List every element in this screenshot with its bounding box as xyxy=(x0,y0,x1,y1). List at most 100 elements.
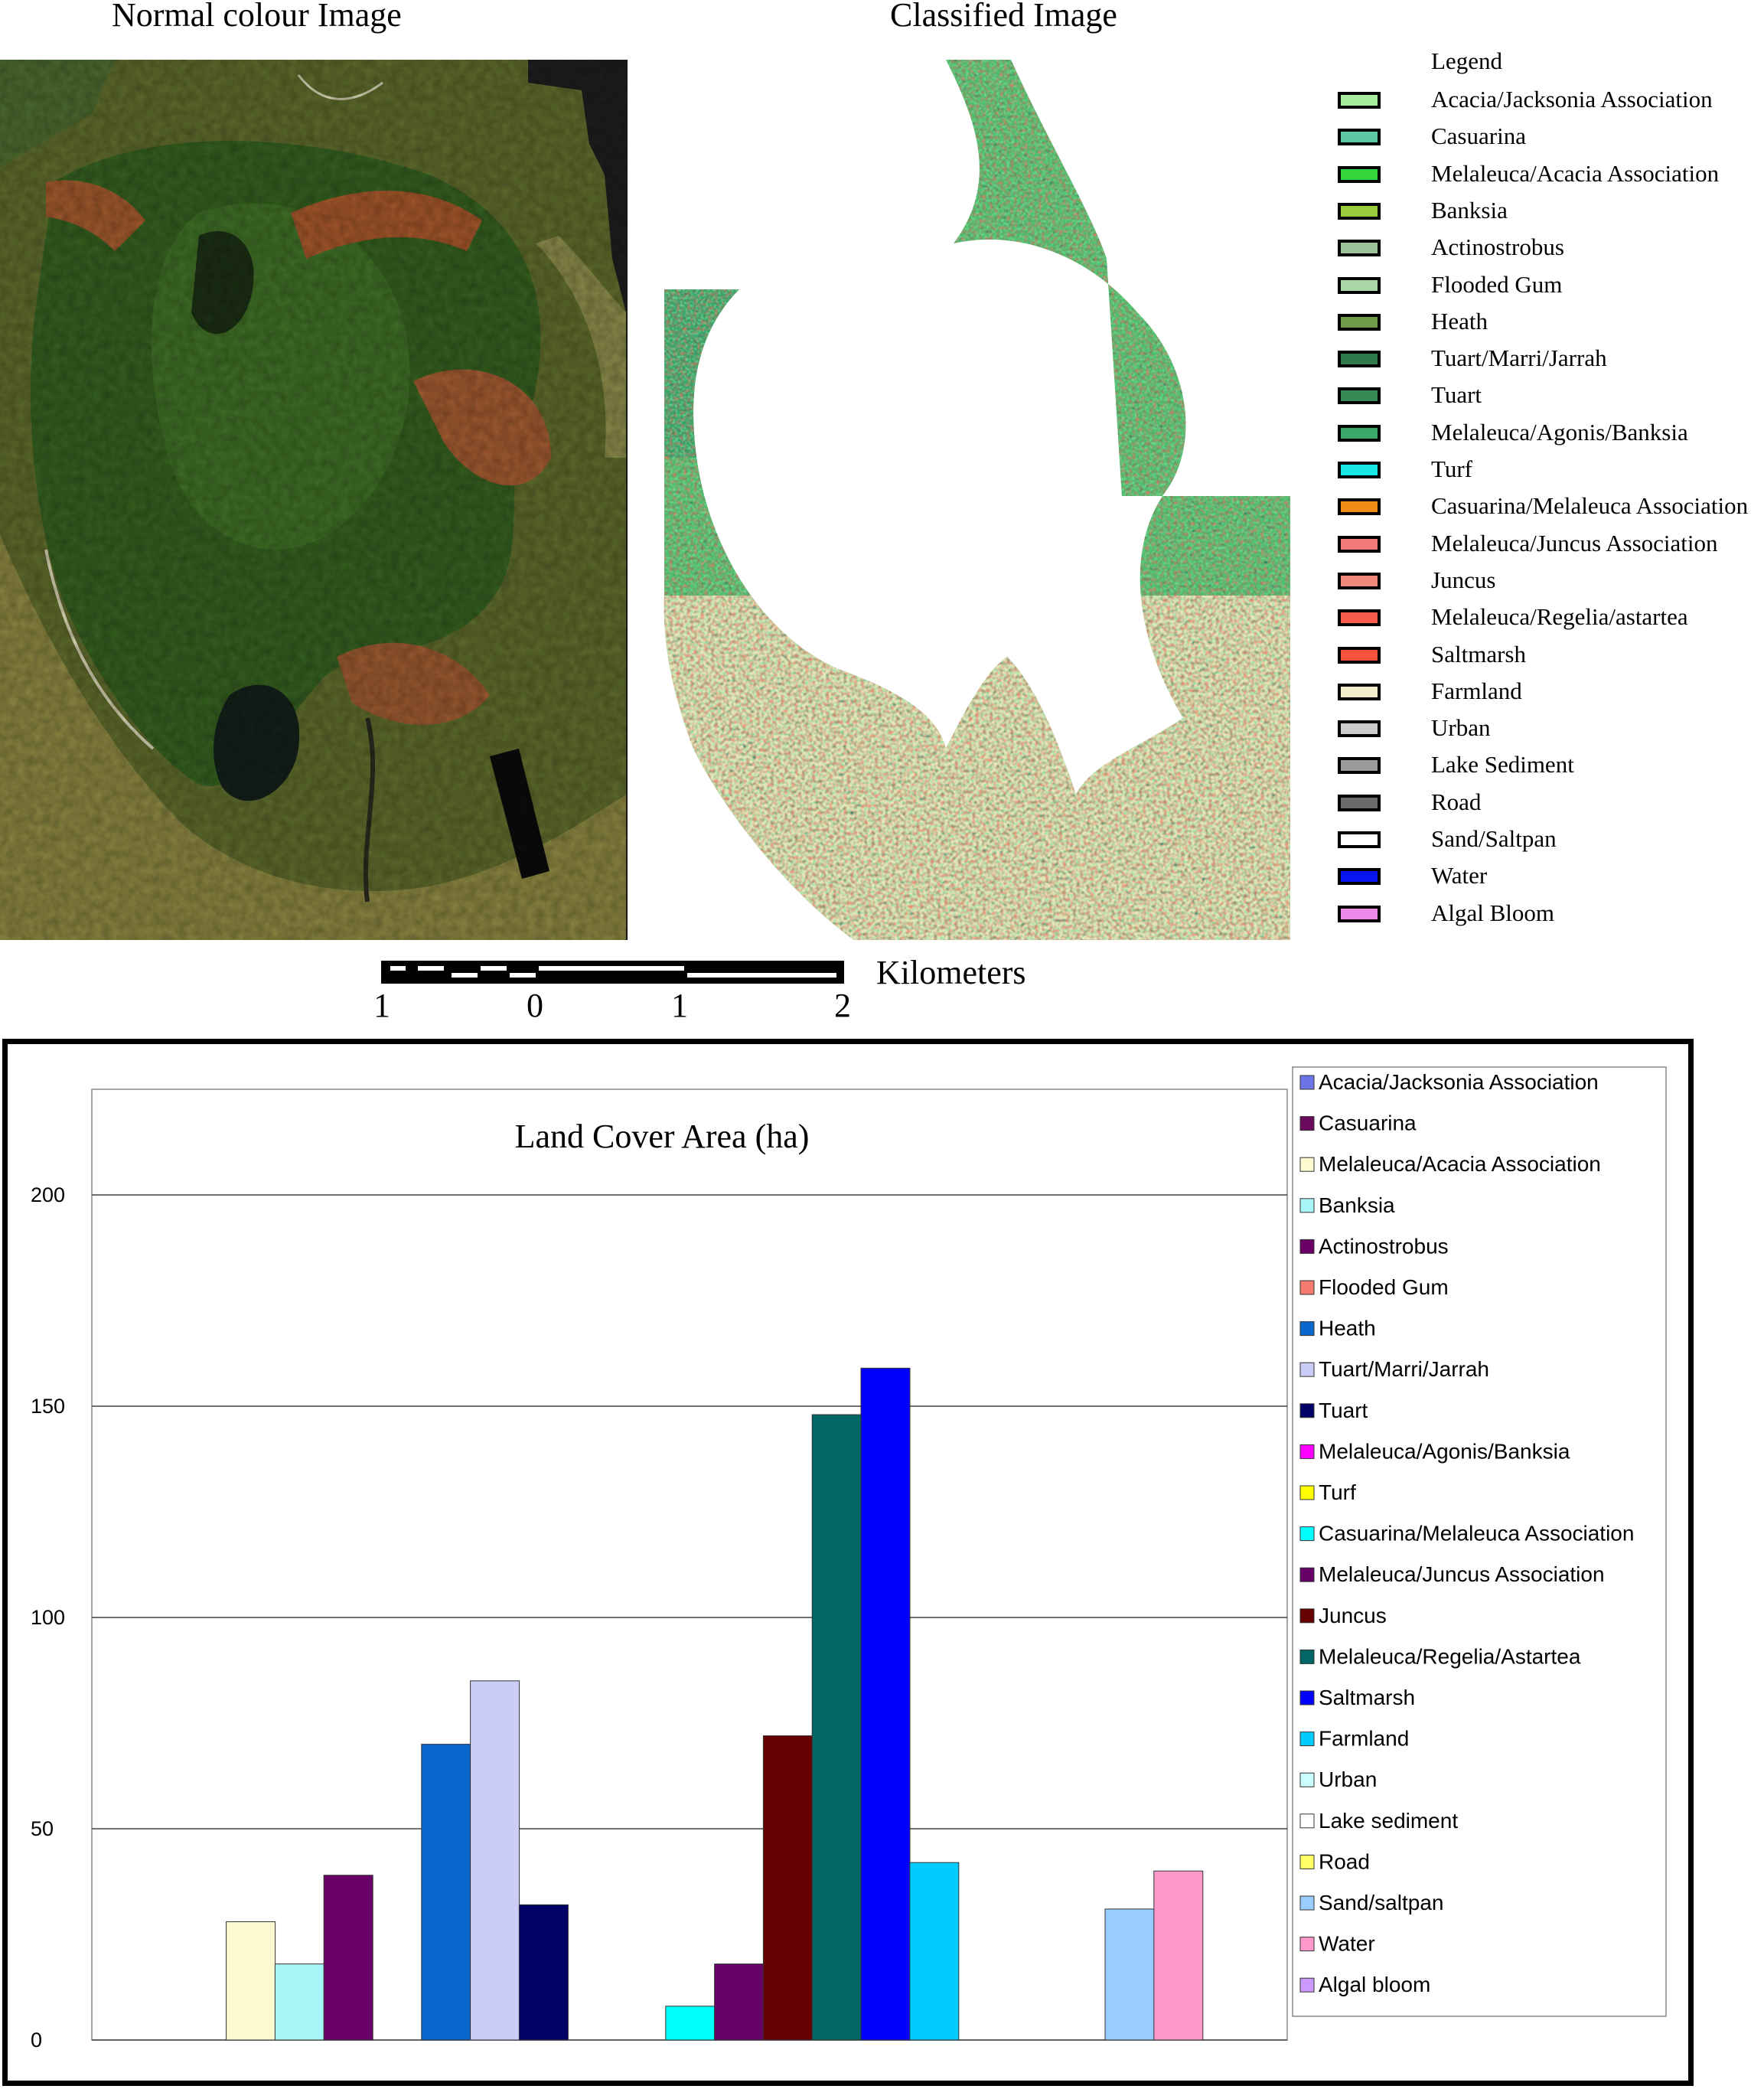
chart-legend-swatch xyxy=(1299,1649,1315,1664)
chart-legend-label: Melaleuca/Regelia/Astartea xyxy=(1319,1644,1581,1668)
chart-legend-label: Road xyxy=(1319,1849,1370,1873)
scale-unit: Kilometers xyxy=(876,954,1026,991)
bar xyxy=(665,2006,716,2041)
land-cover-chart: 0 50 100 150 200 Land Cover Area (ha) Acacia/J… xyxy=(2,1039,1694,2086)
bar xyxy=(909,1862,960,2041)
bar xyxy=(762,1735,813,2041)
y-tick-label: 50 xyxy=(31,1817,54,1840)
chart-legend-swatch xyxy=(1299,1690,1315,1705)
legend-label: Acacia/Jacksonia Association xyxy=(1431,86,1713,113)
legend-swatch xyxy=(1338,276,1381,294)
y-tick-label: 100 xyxy=(31,1606,65,1629)
legend-swatch xyxy=(1338,240,1381,257)
chart-legend-swatch xyxy=(1299,1075,1315,1090)
bar xyxy=(226,1921,276,2041)
classified-image-title: Classified Image xyxy=(890,0,1117,34)
chart-legend-label: Turf xyxy=(1319,1480,1356,1504)
normal-image-title: Normal colour Image xyxy=(112,0,402,34)
scale-tick-0: 0 xyxy=(527,987,543,1024)
bar xyxy=(470,1680,520,2041)
legend-label: Melaleuca/Juncus Association xyxy=(1431,529,1718,557)
bar xyxy=(1153,1870,1204,2041)
normal-colour-image xyxy=(0,60,628,940)
legend-swatch xyxy=(1338,129,1381,146)
chart-legend-label: Melaleuca/Acacia Association xyxy=(1319,1152,1601,1176)
legend-swatch xyxy=(1338,202,1381,220)
chart-legend-swatch xyxy=(1299,1772,1315,1787)
chart-legend-label: Saltmarsh xyxy=(1319,1686,1415,1709)
chart-legend-label: Tuart/Marri/Jarrah xyxy=(1319,1357,1489,1381)
chart-legend-label: Actinostrobus xyxy=(1319,1234,1449,1258)
legend-label: Lake Sediment xyxy=(1431,751,1574,778)
bar xyxy=(274,1963,324,2041)
legend-swatch xyxy=(1338,498,1381,516)
chart-legend-label: Farmland xyxy=(1319,1727,1409,1751)
chart-legend-label: Algal bloom xyxy=(1319,1973,1430,1996)
legend-label: Sand/Saltpan xyxy=(1431,825,1557,852)
chart-legend-box xyxy=(1292,1066,1667,2017)
legend-swatch xyxy=(1338,387,1381,405)
chart-legend-label: Casuarina xyxy=(1319,1111,1417,1135)
legend-swatch xyxy=(1338,720,1381,738)
chart-legend-swatch xyxy=(1299,1403,1315,1418)
legend-swatch xyxy=(1338,905,1381,922)
chart-legend-swatch xyxy=(1299,1321,1315,1337)
legend-label: Casuarina xyxy=(1431,122,1526,150)
chart-legend-label: Juncus xyxy=(1319,1604,1387,1627)
legend-swatch xyxy=(1338,92,1381,109)
chart-legend-label: Banksia xyxy=(1319,1193,1395,1217)
classified-image xyxy=(663,60,1290,940)
chart-legend-label: Heath xyxy=(1319,1317,1376,1340)
legend-label: Turf xyxy=(1431,455,1472,482)
chart-title: Land Cover Area (ha) xyxy=(515,1118,810,1155)
chart-legend-swatch xyxy=(1299,1937,1315,1952)
legend-label: Tuart/Marri/Jarrah xyxy=(1431,344,1607,372)
legend-swatch xyxy=(1338,462,1381,478)
bar xyxy=(518,1904,569,2041)
legend-swatch xyxy=(1338,572,1381,589)
chart-legend-swatch xyxy=(1299,1280,1315,1295)
chart-legend-label: Melaleuca/Agonis/Banksia xyxy=(1319,1439,1570,1463)
chart-legend-swatch xyxy=(1299,1608,1315,1624)
chart-legend-swatch xyxy=(1299,1526,1315,1542)
legend-swatch xyxy=(1338,868,1381,886)
chart-legend-label: Tuart xyxy=(1319,1399,1368,1422)
chart-legend-label: Casuarina/Melaleuca Association xyxy=(1319,1522,1634,1546)
chart-legend-swatch xyxy=(1299,1198,1315,1213)
y-tick-label: 0 xyxy=(31,2029,42,2051)
bar xyxy=(1104,1908,1155,2041)
y-tick-label: 150 xyxy=(31,1395,65,1418)
legend-label: Algal Bloom xyxy=(1431,899,1555,926)
legend-swatch xyxy=(1338,535,1381,553)
legend-swatch xyxy=(1338,757,1381,775)
bar xyxy=(421,1744,471,2041)
chart-legend-swatch xyxy=(1299,1895,1315,1911)
bar xyxy=(811,1414,862,2041)
chart-legend-swatch xyxy=(1299,1239,1315,1254)
chart-legend-label: Sand/saltpan xyxy=(1319,1891,1443,1914)
scale-tick-1-left: 1 xyxy=(373,987,390,1024)
legend-swatch xyxy=(1338,683,1381,700)
chart-legend-swatch xyxy=(1299,1567,1315,1582)
chart-legend-label: Acacia/Jacksonia Association xyxy=(1319,1070,1599,1094)
bar xyxy=(323,1875,373,2041)
chart-legend-swatch xyxy=(1299,1977,1315,1993)
legend-title: Legend xyxy=(1431,47,1502,74)
legend-label: Urban xyxy=(1431,714,1491,742)
bar xyxy=(860,1367,911,2041)
legend-label: Actinostrobus xyxy=(1431,233,1564,261)
y-tick-label: 200 xyxy=(31,1183,65,1206)
chart-legend-label: Flooded Gum xyxy=(1319,1275,1449,1299)
legend-swatch xyxy=(1338,165,1381,183)
chart-legend-swatch xyxy=(1299,1116,1315,1131)
chart-legend-swatch xyxy=(1299,1444,1315,1459)
chart-legend-swatch xyxy=(1299,1157,1315,1172)
legend-swatch xyxy=(1338,313,1381,331)
legend-label: Road xyxy=(1431,788,1482,815)
legend-label: Heath xyxy=(1431,307,1488,335)
chart-legend-swatch xyxy=(1299,1854,1315,1869)
chart-legend-swatch xyxy=(1299,1485,1315,1500)
chart-legend-swatch xyxy=(1299,1732,1315,1747)
legend-swatch xyxy=(1338,351,1381,368)
scale-tick-1: 1 xyxy=(671,987,688,1024)
